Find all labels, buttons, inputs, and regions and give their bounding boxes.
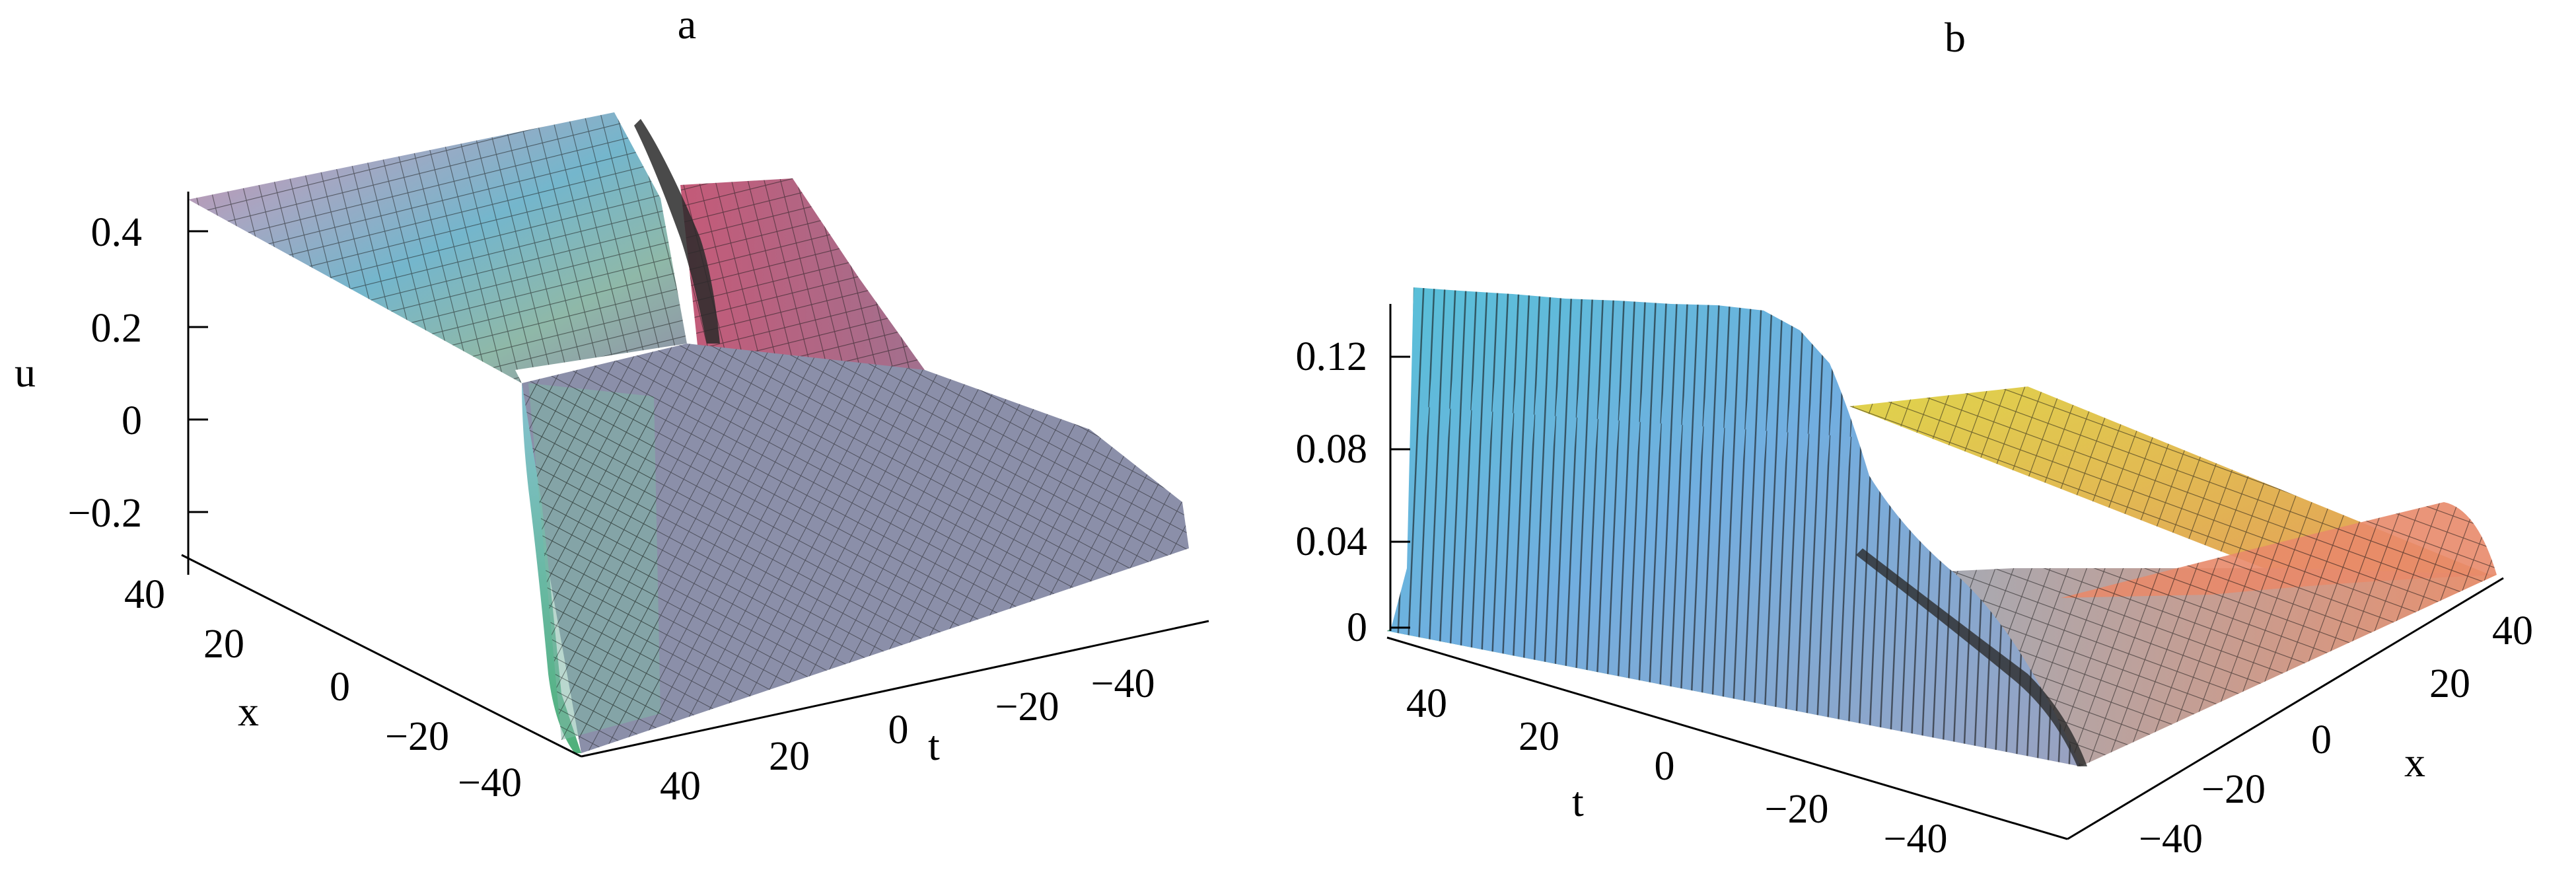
x-tick-label: −40 xyxy=(2139,817,2203,862)
z-tick-label: −0.2 xyxy=(68,491,142,536)
x-tick-label: −20 xyxy=(2201,767,2266,812)
t-tick-label: −40 xyxy=(1884,817,1948,862)
z-tick-label: 0.4 xyxy=(91,210,143,255)
surface-plot-a: 0.4 0.2 0 −0.2 u 40 20 0 −20 −40 x 40 20… xyxy=(15,1,1209,809)
t-tick-label: 20 xyxy=(1519,714,1559,759)
z-axis-label: u xyxy=(15,349,36,396)
x-axis-label: x xyxy=(238,688,259,735)
surface-b xyxy=(1387,287,2497,766)
surface-plot-b-svg: 0.12 0.08 0.04 0 V 40 20 0 −20 −40 t 40 … xyxy=(1296,14,2534,862)
t-axis-a: 40 20 0 −20 −40 t xyxy=(581,620,1209,809)
x-tick-label: 20 xyxy=(203,622,244,667)
x-tick-label: 40 xyxy=(124,572,165,617)
surface-a xyxy=(188,112,1189,753)
z-tick-label: 0.2 xyxy=(91,306,143,351)
z-tick-label: 0.08 xyxy=(1296,427,1368,472)
z-tick-label: 0.12 xyxy=(1296,334,1368,379)
z-tick-label: 0 xyxy=(122,398,142,443)
z-axis-a: 0.4 0.2 0 −0.2 u xyxy=(15,192,208,575)
t-tick-label: 40 xyxy=(1406,681,1447,726)
x-axis-a: 40 20 0 −20 −40 x xyxy=(124,554,582,805)
x-tick-label: −40 xyxy=(458,760,522,805)
t-tick-label: −20 xyxy=(995,684,1059,729)
surface-plot-b: 0.12 0.08 0.04 0 V 40 20 0 −20 −40 t 40 … xyxy=(1288,0,2576,882)
x-axis-b: 40 20 0 −20 −40 x xyxy=(2067,577,2533,862)
x-tick-label: 0 xyxy=(2311,717,2332,762)
t-axis-label: t xyxy=(1572,778,1584,825)
t-tick-label: 0 xyxy=(888,708,909,753)
t-tick-label: −40 xyxy=(1091,661,1155,706)
surface-plot-a-svg: 0.4 0.2 0 −0.2 u 40 20 0 −20 −40 x 40 20… xyxy=(15,1,1209,809)
panel-title-b: b xyxy=(1945,14,1966,61)
x-tick-label: 40 xyxy=(2492,608,2533,653)
z-tick-label: 0 xyxy=(1347,605,1367,650)
panel-title-a: a xyxy=(678,1,696,48)
t-axis-label: t xyxy=(928,722,940,769)
t-tick-label: 40 xyxy=(660,764,701,809)
z-axis-b: 0.12 0.08 0.04 0 V xyxy=(1296,304,1410,650)
t-axis-b: 40 20 0 −20 −40 t xyxy=(1386,636,2068,862)
x-tick-label: 20 xyxy=(2429,661,2470,706)
t-tick-label: 20 xyxy=(769,734,810,779)
z-tick-label: 0.04 xyxy=(1296,519,1368,564)
t-tick-label: −20 xyxy=(1765,787,1829,832)
x-axis-label: x xyxy=(2404,739,2425,786)
t-tick-label: 0 xyxy=(1655,744,1675,789)
x-tick-label: −20 xyxy=(385,714,449,759)
x-tick-label: 0 xyxy=(330,665,350,710)
